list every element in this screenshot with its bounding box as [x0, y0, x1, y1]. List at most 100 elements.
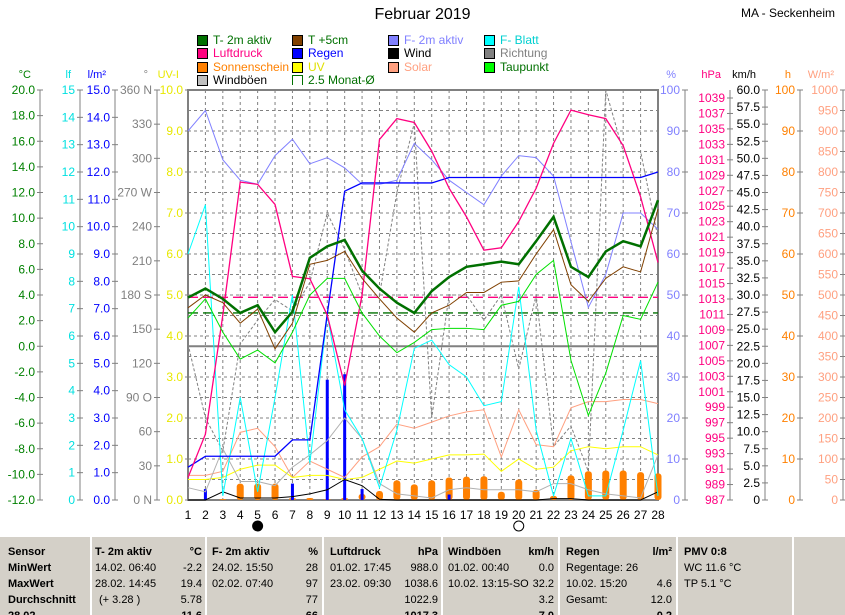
bar-regen-tag-	[343, 374, 347, 500]
table-cell: 66	[306, 610, 318, 615]
table-cell: 0.0	[538, 562, 554, 574]
chart-title: Februar 2019	[374, 6, 471, 23]
legend-label: 2.5 Monat-Ø	[308, 73, 375, 87]
axis-unit: W/m²	[808, 69, 835, 81]
x-tick-label: 10	[338, 508, 352, 522]
table-cell: 01.02. 00:40	[448, 562, 510, 574]
axis-tick-label: 4.0	[93, 384, 110, 398]
axis-tick-label: 17.5	[737, 373, 761, 387]
axis-tick-label: 30	[667, 370, 681, 384]
series-t-2m-aktiv	[187, 199, 660, 335]
bar-regen-tag-	[290, 483, 294, 500]
table-cell: %	[308, 546, 318, 558]
table-cell: 28.02. 14:45	[95, 578, 157, 590]
x-tick-label: 18	[477, 508, 491, 522]
legend-label: UV	[308, 60, 325, 74]
legend-item: F- Blatt	[484, 33, 539, 47]
axis-tick-label: 20	[782, 411, 796, 425]
axis-tick-label: 9.0	[93, 247, 110, 261]
axis-tick-label: 750	[818, 186, 838, 200]
table-cell: PMV 0:8	[684, 546, 727, 558]
axis-tick-label: 250	[818, 391, 838, 405]
series-windb-en	[187, 417, 659, 499]
axis-tick-label: 7	[68, 302, 75, 316]
axis-tick-label: 8.0	[18, 237, 35, 251]
axis-tick-label: 15.0	[737, 391, 761, 405]
axis-tick-label: 42.5	[737, 203, 761, 217]
axis-tick-label: 9	[68, 247, 75, 261]
full-moon-icon	[513, 520, 525, 532]
axis-tick-label: 20.0	[12, 83, 36, 97]
table-cell: 01.02. 17:45	[330, 562, 392, 574]
axis-tick-label: 1035	[698, 122, 725, 136]
axis-tick-label: 8.0	[93, 274, 110, 288]
legend-item: Solar	[388, 60, 432, 74]
axis-tick-label: 60	[782, 247, 796, 261]
axis-tick-label: 15	[62, 83, 76, 97]
axis-tick-label: 700	[818, 206, 838, 220]
axis-tick-label: 1007	[698, 338, 725, 352]
legend-item: T- 2m aktiv	[197, 33, 272, 47]
axis-tick-label: 70	[667, 206, 681, 220]
legend-swatch	[197, 47, 208, 59]
axis-tick-label: 27.5	[737, 305, 761, 319]
axis-tick-label: 9.0	[166, 124, 183, 138]
axis-tick-label: 6.0	[93, 329, 110, 343]
axis-tick-label: 70	[782, 206, 796, 220]
axis-tick-label: 7.0	[93, 302, 110, 316]
bar-sonnenschein	[306, 497, 314, 500]
table-cell: 28.02.	[8, 610, 39, 615]
axis-tick-label: 1.0	[93, 466, 110, 480]
axis-tick-label: 987	[705, 493, 725, 507]
axis-tick-label: 1009	[698, 323, 725, 337]
legend-item: Richtung	[484, 46, 547, 60]
table-cell: 10.02. 15:20	[566, 578, 628, 590]
series-solar	[188, 399, 659, 479]
axis-tick-label: 995	[705, 431, 725, 445]
axis-tick-label: 1011	[699, 307, 725, 321]
bar-sonnenschein	[463, 476, 471, 500]
legend-label: Wind	[404, 46, 432, 60]
axis-tick-label: 900	[818, 124, 838, 138]
table-cell: 19.4	[180, 578, 202, 590]
axis-unit: %	[666, 69, 676, 81]
axis-tick-label: 0	[753, 493, 760, 507]
legend-swatch	[292, 75, 303, 85]
x-tick-label: 3	[219, 508, 226, 522]
axis-tick-label: 850	[818, 145, 838, 159]
axis-tick-label: 1013	[698, 292, 725, 306]
table-cell: Regen	[566, 546, 600, 558]
table-cell: 3.2	[538, 594, 554, 606]
axis-tick-label: 60	[139, 425, 153, 439]
bar-sonnenschein	[497, 491, 505, 500]
axis-tick-label: 1037	[698, 106, 725, 120]
legend-swatch	[388, 47, 399, 59]
axis-tick-label: 0.0	[166, 493, 183, 507]
bar-sonnenschein	[375, 490, 383, 500]
table-cell: Luftdruck	[330, 546, 381, 558]
axis-tick-label: 1023	[698, 215, 725, 229]
axis-tick-label: 90	[782, 124, 796, 138]
bar-regen-tag-	[360, 489, 364, 500]
legend-swatch	[292, 47, 303, 59]
legend-item: T +5cm	[292, 33, 348, 47]
axis-tick-label: 999	[705, 400, 725, 414]
bar-regen-tag-	[447, 494, 451, 500]
axis-tick-label: 350	[818, 350, 838, 364]
table-cell: 77	[305, 594, 318, 606]
table-cell: 5.78	[180, 594, 202, 606]
axis-tick-label: 12	[62, 165, 76, 179]
plot-area: 20.018.016.014.012.010.08.06.04.02.00.0-…	[8, 69, 845, 532]
series-f-blatt	[187, 204, 659, 498]
legend-label: Richtung	[500, 46, 548, 60]
axis-tick-label: 500	[818, 288, 838, 302]
axis-tick-label: 0	[788, 493, 795, 507]
axis-tick-label: 90	[667, 124, 681, 138]
axis-tick-label: 1021	[698, 230, 725, 244]
x-tick-label: 2	[202, 508, 209, 522]
axis-tick-label: 0.0	[18, 339, 35, 353]
legend-label: Taupunkt	[500, 60, 549, 74]
divider	[441, 537, 443, 615]
axis-tick-label: 15.0	[87, 83, 111, 97]
axis-tick-label: 1005	[698, 354, 725, 368]
